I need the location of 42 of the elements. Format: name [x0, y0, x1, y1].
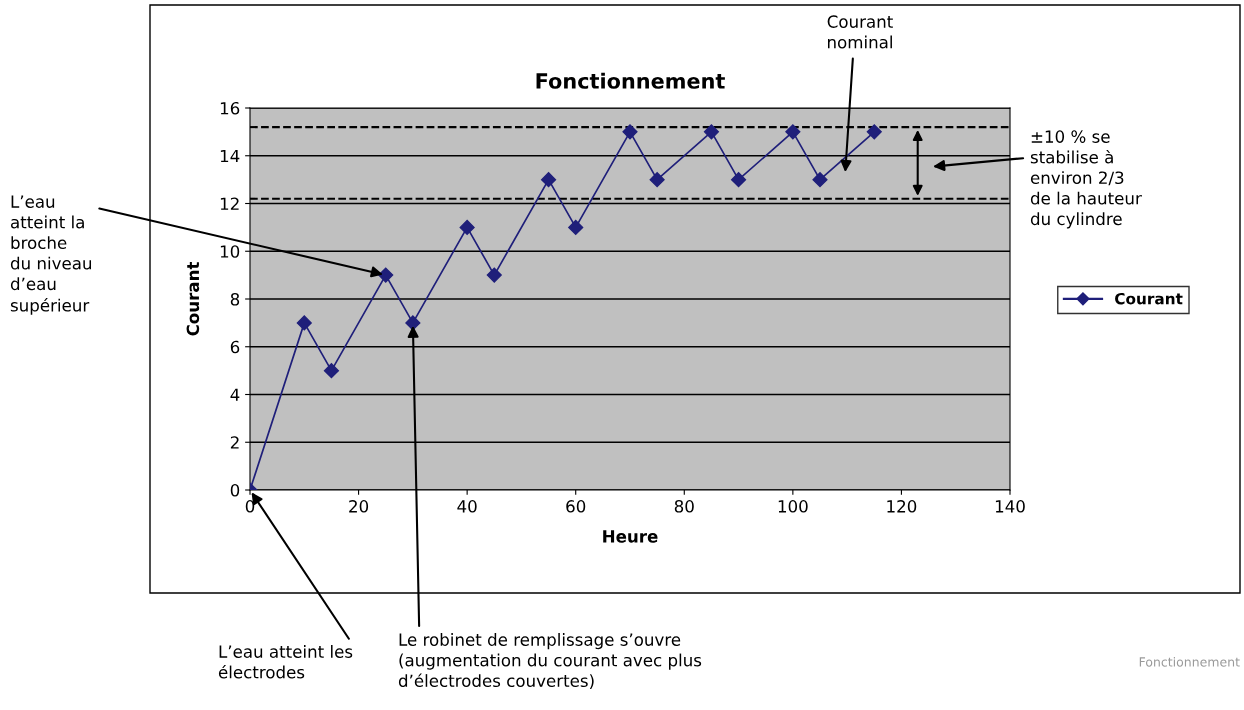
point [541, 172, 557, 188]
point [622, 124, 638, 140]
legend-label: Courant [1115, 292, 1183, 305]
text: ±10 % se stabilise à environ 2/3 de la hauteur du cylindre [1030, 130, 1142, 229]
y-tick-label: 16 [220, 101, 240, 115]
y-tick-label: 4 [230, 388, 240, 401]
point [731, 172, 747, 188]
annotation: L’eau atteint les électrodes [218, 645, 353, 679]
point [785, 124, 801, 140]
x-tick-label: 40 [457, 500, 477, 513]
x-tick-label: 20 [349, 500, 369, 513]
x-tick-label: 100 [778, 500, 808, 513]
point [649, 172, 665, 188]
x-tick-label: 140 [995, 500, 1025, 513]
point [405, 315, 421, 331]
x-tick-label: 120 [887, 500, 917, 513]
text: Fonctionnement [1139, 656, 1240, 667]
x-tick-label: 0 [245, 500, 255, 513]
point [568, 219, 584, 235]
x-tick-label: 80 [674, 500, 694, 513]
y-axis-title: Courant [186, 261, 200, 336]
point [459, 219, 475, 235]
point [703, 124, 719, 140]
point [866, 124, 882, 140]
point [296, 315, 312, 331]
chart-title: Fonctionnement [536, 72, 725, 89]
point [378, 267, 394, 283]
y-tick-label: 6 [230, 340, 240, 354]
point [486, 267, 502, 283]
x-tick-label: 60 [566, 500, 586, 513]
y-tick-label: 10 [220, 245, 240, 258]
point [323, 363, 339, 379]
annotation: L’eau atteint la broche du niveau d’eau supérieur [10, 195, 92, 315]
y-tick-label: 12 [220, 197, 239, 210]
annotation: Le robinet de remplissage s’ouvre (augmentation du courant avec plus d’électrodes couvertes) [398, 633, 702, 689]
y-tick-label: 14 [220, 149, 240, 163]
y-tick-label: 2 [230, 436, 239, 449]
y-tick-label: 8 [230, 292, 240, 306]
y-tick-label: 0 [230, 483, 240, 497]
x-axis-title: Heure [603, 530, 658, 543]
point [812, 172, 828, 188]
text: Courant nominal [827, 15, 893, 49]
